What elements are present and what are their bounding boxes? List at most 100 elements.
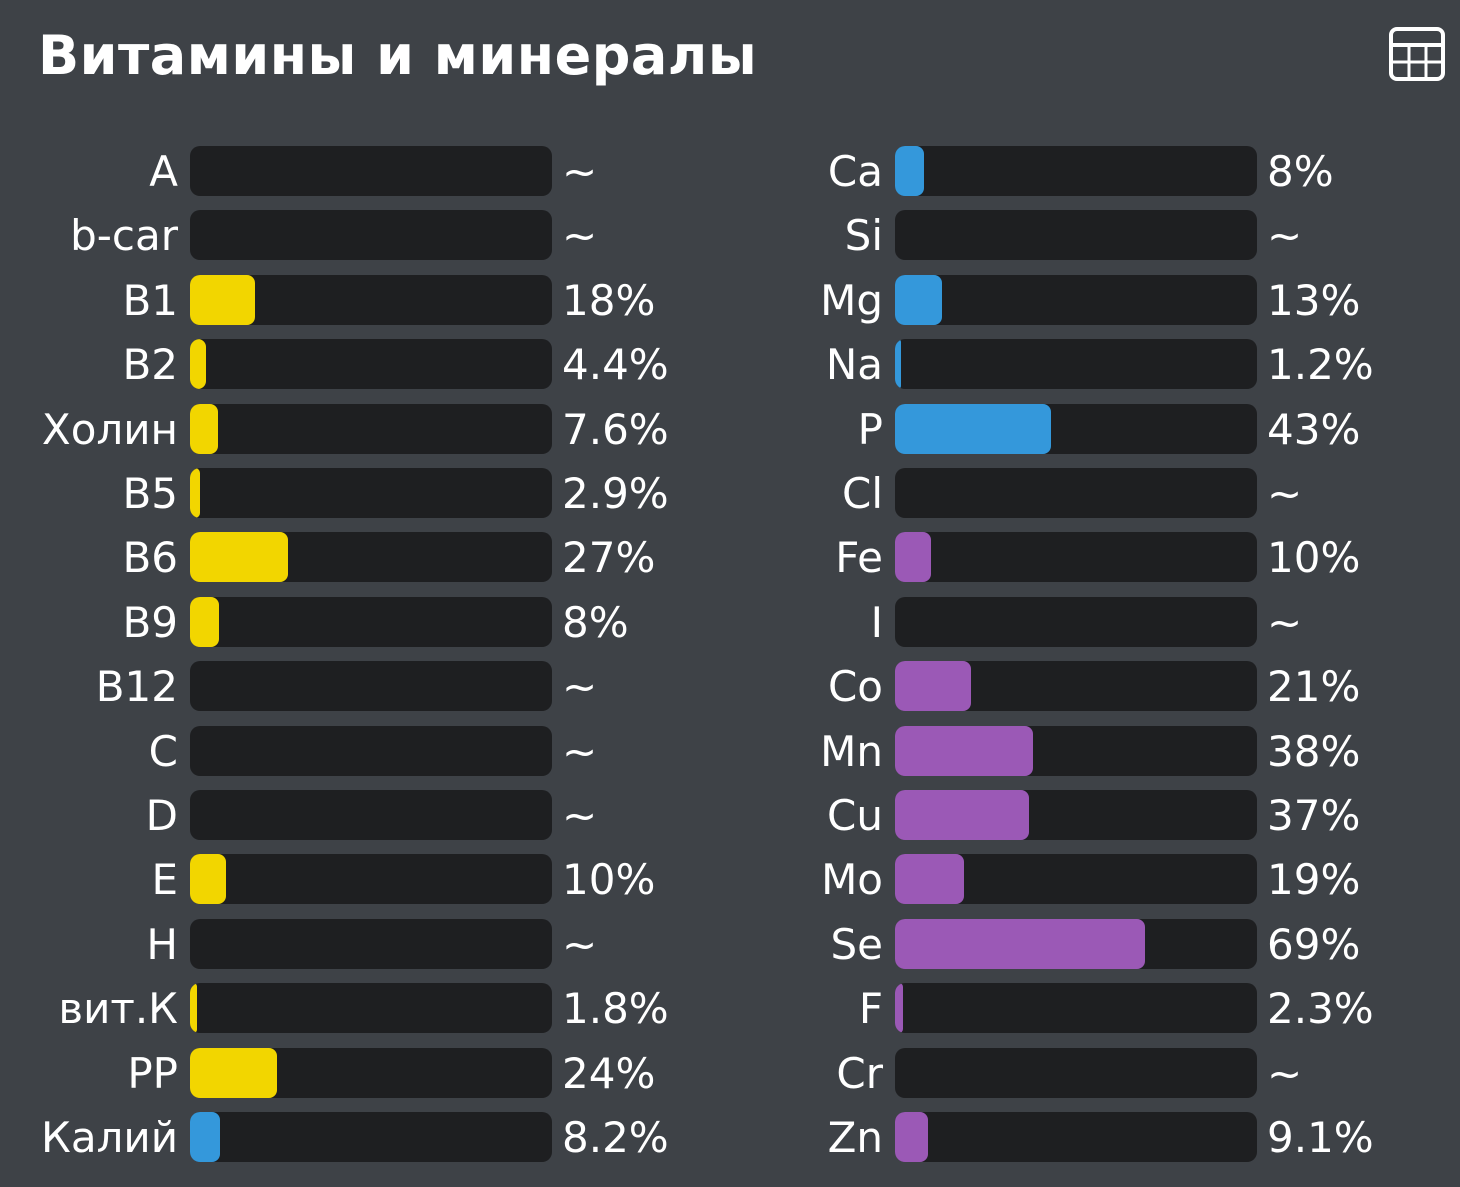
- bar-label: Mn: [820, 726, 883, 776]
- bar-label: F: [858, 984, 883, 1034]
- bar-fill: [895, 854, 964, 905]
- bar-value-label: ~: [562, 919, 598, 969]
- bar-label: Zn: [827, 1113, 883, 1162]
- bar-track: [895, 468, 1257, 518]
- bar-label: B2: [122, 340, 178, 390]
- bar-fill: [190, 596, 219, 647]
- bar-track: [895, 725, 1257, 776]
- bar-value-label: 38%: [1267, 726, 1361, 776]
- bar-label: Si: [844, 211, 883, 261]
- bar-track: [190, 339, 552, 390]
- bar-fill: [190, 532, 288, 583]
- bar-value-label: ~: [562, 211, 598, 261]
- bar-value-label: ~: [1267, 1048, 1303, 1098]
- bar-label: B6: [122, 533, 178, 583]
- bar-value-label: 8%: [562, 597, 629, 647]
- bar-track: [190, 274, 552, 325]
- bar-track: [895, 661, 1257, 712]
- bar-track: [895, 983, 1257, 1034]
- bar-label: B1: [122, 275, 178, 325]
- bar-track: [895, 790, 1257, 840]
- bar-label: Se: [830, 919, 884, 969]
- bar-fill: [895, 339, 901, 390]
- bar-label: A: [149, 147, 178, 196]
- bar-fill: [895, 1112, 928, 1162]
- bar-value-label: 19%: [1267, 855, 1361, 905]
- bar-label: E: [151, 855, 178, 905]
- bar-value-label: 24%: [562, 1048, 656, 1098]
- bar-fill: [895, 532, 932, 583]
- bar-track: [190, 790, 552, 840]
- bar-value-label: ~: [562, 147, 598, 196]
- bar-fill: [895, 918, 1145, 969]
- bar-value-label: 1.8%: [562, 984, 669, 1034]
- bar-track: [895, 403, 1257, 454]
- bar-track: [190, 1047, 552, 1098]
- bar-track: [190, 210, 552, 261]
- bar-label: B9: [122, 597, 178, 647]
- bar-value-label: 7.6%: [562, 404, 669, 454]
- bar-value-label: 2.9%: [562, 469, 669, 518]
- bar-label: b-car: [70, 211, 178, 261]
- table-icon[interactable]: [1388, 26, 1446, 82]
- bar-fill: [895, 790, 1029, 840]
- bar-fill: [190, 854, 227, 905]
- bar-label: P: [857, 404, 883, 454]
- bar-track: [895, 274, 1257, 325]
- bar-value-label: 10%: [1267, 533, 1361, 583]
- bar-label: C: [148, 726, 178, 776]
- bar-value-label: 69%: [1267, 919, 1361, 969]
- bar-label: Cl: [842, 469, 883, 518]
- bar-label: Co: [827, 662, 883, 712]
- bar-track: [895, 854, 1257, 905]
- bar-value-label: ~: [562, 791, 598, 840]
- bar-track: [895, 596, 1257, 647]
- bar-track: [895, 918, 1257, 969]
- bar-track: [895, 339, 1257, 390]
- bar-label: Na: [825, 340, 883, 390]
- bar-track: [190, 468, 552, 518]
- bar-value-label: ~: [1267, 469, 1303, 518]
- bar-label: I: [870, 597, 883, 647]
- bar-track: [190, 725, 552, 776]
- panel-title: Витамины и минералы: [38, 24, 758, 87]
- bar-fill: [190, 1112, 220, 1162]
- bar-label: B12: [95, 662, 178, 712]
- bar-value-label: 2.3%: [1267, 984, 1374, 1034]
- bar-track: [190, 403, 552, 454]
- bar-value-label: ~: [1267, 211, 1303, 261]
- bar-track: [895, 532, 1257, 583]
- bar-label: Ca: [827, 147, 883, 196]
- bar-track: [190, 918, 552, 969]
- bar-value-label: 21%: [1267, 662, 1361, 712]
- bar-value-label: 18%: [562, 275, 656, 325]
- bar-fill: [895, 725, 1033, 776]
- bar-value-label: 9.1%: [1267, 1113, 1374, 1162]
- bar-value-label: ~: [562, 726, 598, 776]
- bar-label: Mo: [821, 855, 883, 905]
- bar-track: [895, 210, 1257, 261]
- bar-value-label: 43%: [1267, 404, 1361, 454]
- bar-track: [895, 1112, 1257, 1162]
- bar-fill: [895, 403, 1051, 454]
- bar-label: D: [145, 791, 178, 840]
- bar-fill: [190, 983, 197, 1034]
- bar-value-label: 13%: [1267, 275, 1361, 325]
- bar-label: B5: [122, 469, 178, 518]
- bar-value-label: 1.2%: [1267, 340, 1374, 390]
- bar-value-label: 27%: [562, 533, 656, 583]
- bar-value-label: 8.2%: [562, 1113, 669, 1162]
- bar-track: [190, 1112, 552, 1162]
- bar-track: [895, 146, 1257, 196]
- bar-value-label: 10%: [562, 855, 656, 905]
- bar-track: [190, 596, 552, 647]
- bar-label: Калий: [41, 1113, 178, 1162]
- bar-fill: [190, 274, 256, 325]
- bar-track: [895, 1047, 1257, 1098]
- bar-value-label: 4.4%: [562, 340, 669, 390]
- bar-label: Cu: [827, 791, 883, 840]
- bar-value-label: ~: [1267, 597, 1303, 647]
- bar-fill: [895, 661, 972, 712]
- bar-fill: [895, 146, 924, 196]
- bar-label: H: [146, 919, 178, 969]
